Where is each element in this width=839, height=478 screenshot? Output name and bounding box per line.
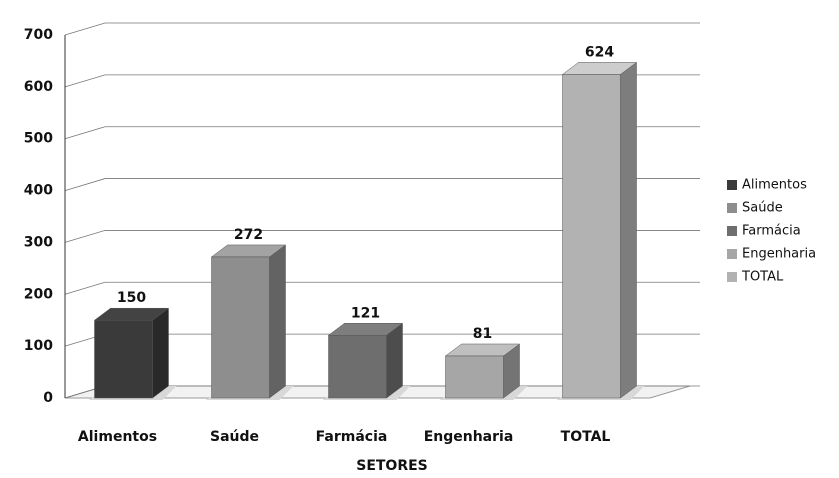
legend-label: Engenharia xyxy=(742,247,816,262)
bar-side xyxy=(386,322,403,399)
grid-line xyxy=(64,74,700,88)
grid-line xyxy=(64,126,700,140)
bar xyxy=(211,256,270,399)
bar-side xyxy=(152,307,169,399)
y-tick-label: 0 xyxy=(43,390,53,406)
data-label: 121 xyxy=(351,305,380,321)
x-axis-label: SETORES xyxy=(356,458,428,474)
y-tick-label: 700 xyxy=(24,27,53,43)
bar xyxy=(562,74,621,399)
y-tick-label: 200 xyxy=(24,286,53,302)
bar-side xyxy=(269,244,286,399)
legend-label: TOTAL xyxy=(741,270,784,285)
legend-label: Saúde xyxy=(742,201,783,216)
grid-line xyxy=(64,22,700,36)
data-label: 272 xyxy=(234,227,263,243)
bar xyxy=(94,319,153,399)
x-tick-label: Farmácia xyxy=(316,429,388,445)
y-tick-label: 100 xyxy=(24,338,53,354)
x-tick-label: Engenharia xyxy=(424,429,514,445)
legend-swatch xyxy=(727,272,737,282)
data-label: 624 xyxy=(585,44,614,60)
x-tick-label: Saúde xyxy=(210,429,259,445)
y-tick-label: 600 xyxy=(24,79,53,95)
legend-swatch xyxy=(727,249,737,259)
data-label: 81 xyxy=(473,326,492,342)
y-tick-label: 500 xyxy=(24,131,53,147)
legend-label: Farmácia xyxy=(742,224,801,239)
y-tick-label: 300 xyxy=(24,234,53,250)
y-tick-label: 400 xyxy=(24,183,53,199)
grid-line xyxy=(64,281,700,295)
grid-line xyxy=(64,230,700,243)
bar xyxy=(445,355,504,399)
bar xyxy=(328,335,387,399)
legend-swatch xyxy=(727,203,737,213)
legend-swatch xyxy=(727,226,737,236)
bar-side xyxy=(620,61,637,399)
x-tick-label: Alimentos xyxy=(78,429,157,445)
grid-line xyxy=(64,178,700,191)
data-label: 150 xyxy=(117,290,146,306)
legend-swatch xyxy=(727,180,737,190)
legend-label: Alimentos xyxy=(742,178,807,193)
x-tick-label: TOTAL xyxy=(561,429,611,445)
